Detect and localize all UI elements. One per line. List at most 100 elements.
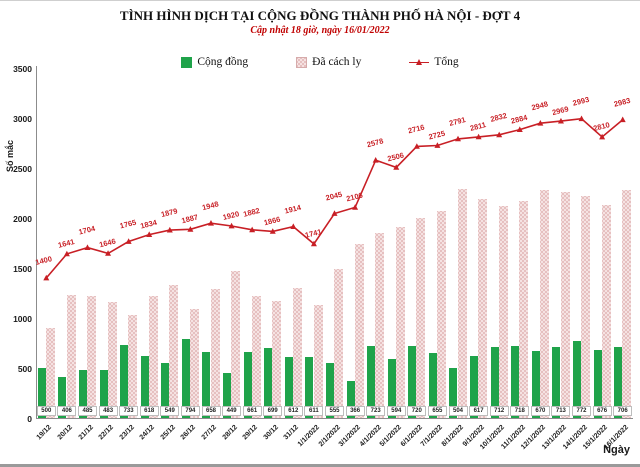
pink-bar-swatch-icon <box>296 56 308 68</box>
total-value-label: 1704 <box>78 224 97 237</box>
bar-value-label: 712 <box>489 406 509 416</box>
total-value-label: 1866 <box>263 215 281 228</box>
total-value-label: 2884 <box>510 113 529 126</box>
bar-value-label: 594 <box>386 406 406 416</box>
total-marker-icon <box>187 226 194 232</box>
bar-da-cach-ly <box>498 206 508 418</box>
bar-value-label: 617 <box>469 406 489 416</box>
green-bar-swatch-icon <box>181 56 193 68</box>
total-marker-icon <box>537 120 544 126</box>
legend-item-cong-dong: Cộng đồng <box>181 56 248 68</box>
bar-cong-dong <box>367 345 376 418</box>
bar-cong-dong <box>78 369 87 418</box>
bar-value-label: 718 <box>510 406 530 416</box>
bar-cong-dong <box>490 346 499 418</box>
total-marker-icon <box>290 223 297 229</box>
bar-da-cach-ly <box>622 190 632 418</box>
bar-value-label: 733 <box>119 406 139 416</box>
bar-value-label: 618 <box>139 406 159 416</box>
bar-da-cach-ly <box>66 294 76 418</box>
bar-value-label: 555 <box>325 406 344 416</box>
total-value-label: 2045 <box>325 190 343 203</box>
bar-cong-dong <box>325 362 334 418</box>
total-marker-icon <box>125 238 132 244</box>
y-axis-line <box>36 66 37 419</box>
x-axis-line <box>36 418 633 419</box>
total-value-label: 2993 <box>572 95 590 108</box>
y-tick-label: 500 <box>17 364 32 374</box>
bar-value-label: 723 <box>366 406 386 416</box>
bar-cong-dong <box>284 356 293 418</box>
bar-da-cach-ly <box>560 192 570 418</box>
bar-da-cach-ly <box>210 289 220 418</box>
total-marker-icon <box>43 274 50 281</box>
bar-value-label: 504 <box>448 406 468 416</box>
bar-value-label: 713 <box>551 406 571 416</box>
y-tick-label: 2500 <box>13 164 32 174</box>
bar-da-cach-ly <box>87 296 97 418</box>
total-value-label: 1879 <box>160 206 178 219</box>
total-value-label: 1765 <box>119 218 137 231</box>
total-marker-icon <box>496 131 503 138</box>
bar-cong-dong <box>449 367 458 418</box>
bar-cong-dong <box>161 363 170 418</box>
bar-da-cach-ly <box>519 201 529 418</box>
bar-cong-dong <box>58 377 67 418</box>
total-value-label: 2506 <box>386 151 404 164</box>
total-marker-icon <box>84 244 91 250</box>
bar-cong-dong <box>99 369 108 418</box>
legend-label: Tổng <box>434 56 459 68</box>
bar-da-cach-ly <box>437 211 446 418</box>
total-value-label: 1646 <box>98 237 116 250</box>
total-value-label: 2983 <box>613 96 631 109</box>
total-line <box>45 117 624 279</box>
bar-da-cach-ly <box>581 195 591 418</box>
bar-value-label: 720 <box>407 406 427 416</box>
total-value-label: 1400 <box>35 254 53 267</box>
bar-da-cach-ly <box>251 295 261 418</box>
total-marker-icon <box>207 220 214 226</box>
total-value-label: 2948 <box>531 99 549 112</box>
y-tick-label: 3500 <box>13 64 32 74</box>
total-marker-icon <box>516 126 523 132</box>
chart-title: TÌNH HÌNH DỊCH TẠI CỘNG ĐỒNG THÀNH PHỐ H… <box>119 8 521 23</box>
total-marker-icon <box>269 228 276 234</box>
bar-value-label: 611 <box>304 406 324 416</box>
total-marker-icon <box>434 142 441 148</box>
chart-subtitle: Cập nhật 18 giờ, ngày 16/01/2022 <box>250 25 390 36</box>
total-marker-icon <box>105 250 112 256</box>
total-value-label: 1887 <box>181 212 199 225</box>
total-marker-icon <box>331 210 338 216</box>
bar-cong-dong <box>346 381 355 418</box>
total-value-label: 1641 <box>57 237 75 250</box>
total-value-label: 2811 <box>469 120 487 133</box>
total-value-label: 2725 <box>428 129 446 142</box>
total-value-label: 1741 <box>304 227 322 240</box>
bar-value-label: 366 <box>345 406 365 416</box>
bar-value-label: 794 <box>180 406 200 416</box>
bar-value-label: 699 <box>263 406 283 416</box>
total-value-label: 1882 <box>242 206 260 219</box>
x-axis-title: Ngày <box>603 444 630 456</box>
total-value-label: 2578 <box>366 136 384 149</box>
total-marker-icon <box>166 226 173 233</box>
bar-value-label: 670 <box>530 406 550 416</box>
total-marker-icon <box>372 157 379 163</box>
bar-da-cach-ly <box>190 308 199 418</box>
total-value-label: 1920 <box>222 209 240 222</box>
bar-da-cach-ly <box>334 269 344 418</box>
bar-cong-dong <box>387 358 396 418</box>
total-value-label: 1834 <box>139 218 158 231</box>
total-marker-icon <box>393 164 400 170</box>
bar-cong-dong <box>202 352 211 418</box>
bar-value-label: 661 <box>242 406 262 416</box>
total-value-label: 1914 <box>284 203 303 216</box>
bar-cong-dong <box>614 347 623 418</box>
bar-da-cach-ly <box>395 226 405 418</box>
bar-value-label: 706 <box>613 406 633 416</box>
bar-cong-dong <box>243 351 252 418</box>
bar-da-cach-ly <box>354 244 364 418</box>
bar-cong-dong <box>305 356 314 418</box>
total-marker-icon <box>352 204 359 210</box>
legend-label: Cộng đồng <box>197 56 249 68</box>
